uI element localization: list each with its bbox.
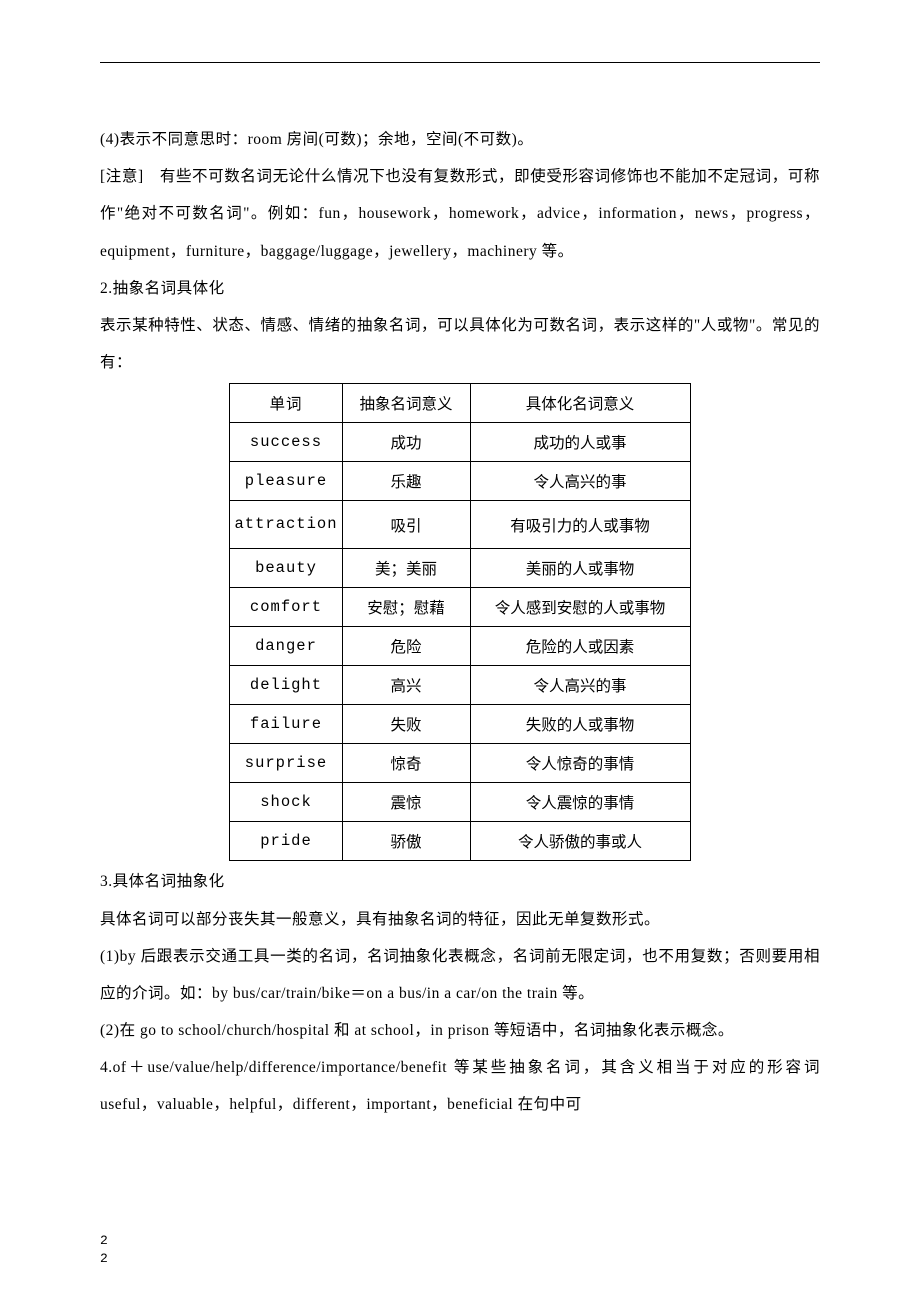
table-row: danger 危险 危险的人或因素 bbox=[230, 627, 690, 666]
cell-abstract: 安慰；慰藉 bbox=[342, 588, 470, 627]
cell-concrete: 令人感到安慰的人或事物 bbox=[470, 588, 690, 627]
paragraph-3-intro: 具体名词可以部分丧失其一般意义，具有抽象名词的特征，因此无单复数形式。 bbox=[100, 901, 820, 938]
cell-abstract: 美；美丽 bbox=[342, 549, 470, 588]
cell-abstract: 吸引 bbox=[342, 501, 470, 549]
table-header-abstract: 抽象名词意义 bbox=[342, 384, 470, 423]
table-row: success 成功 成功的人或事 bbox=[230, 423, 690, 462]
cell-word: shock bbox=[230, 783, 342, 822]
table-row: shock 震惊 令人震惊的事情 bbox=[230, 783, 690, 822]
cell-concrete: 令人惊奇的事情 bbox=[470, 744, 690, 783]
heading-2: 2.抽象名词具体化 bbox=[100, 270, 820, 307]
cell-abstract: 失败 bbox=[342, 705, 470, 744]
heading-4: 4.of＋use/value/help/difference/importanc… bbox=[100, 1049, 820, 1123]
cell-abstract: 高兴 bbox=[342, 666, 470, 705]
cell-word: danger bbox=[230, 627, 342, 666]
paragraph-2-intro: 表示某种特性、状态、情感、情绪的抽象名词，可以具体化为可数名词，表示这样的"人或… bbox=[100, 307, 820, 381]
cell-word: pleasure bbox=[230, 462, 342, 501]
table-row: comfort 安慰；慰藉 令人感到安慰的人或事物 bbox=[230, 588, 690, 627]
paragraph-3-1: (1)by 后跟表示交通工具一类的名词，名词抽象化表概念，名词前无限定词，也不用… bbox=[100, 938, 820, 1012]
cell-word: comfort bbox=[230, 588, 342, 627]
cell-abstract: 骄傲 bbox=[342, 822, 470, 861]
table-container: 单词 抽象名词意义 具体化名词意义 success 成功 成功的人或事 plea… bbox=[100, 383, 820, 861]
table-header-word: 单词 bbox=[230, 384, 342, 423]
cell-concrete: 令人骄傲的事或人 bbox=[470, 822, 690, 861]
document-page: (4)表示不同意思时：room 房间(可数)；余地，空间(不可数)。 [注意] … bbox=[0, 0, 920, 1302]
cell-word: success bbox=[230, 423, 342, 462]
cell-abstract: 危险 bbox=[342, 627, 470, 666]
cell-word: beauty bbox=[230, 549, 342, 588]
cell-concrete: 美丽的人或事物 bbox=[470, 549, 690, 588]
cell-word: pride bbox=[230, 822, 342, 861]
cell-abstract: 成功 bbox=[342, 423, 470, 462]
cell-word: delight bbox=[230, 666, 342, 705]
cell-concrete: 危险的人或因素 bbox=[470, 627, 690, 666]
cell-concrete: 有吸引力的人或事物 bbox=[470, 501, 690, 549]
cell-concrete: 令人高兴的事 bbox=[470, 462, 690, 501]
table-row: beauty 美；美丽 美丽的人或事物 bbox=[230, 549, 690, 588]
page-number: 2 2 bbox=[100, 1232, 108, 1268]
cell-word: attraction bbox=[230, 501, 342, 549]
page-number-line1: 2 bbox=[100, 1232, 108, 1250]
cell-concrete: 令人震惊的事情 bbox=[470, 783, 690, 822]
table-row: pride 骄傲 令人骄傲的事或人 bbox=[230, 822, 690, 861]
table-header-concrete: 具体化名词意义 bbox=[470, 384, 690, 423]
cell-concrete: 失败的人或事物 bbox=[470, 705, 690, 744]
cell-abstract: 惊奇 bbox=[342, 744, 470, 783]
table-row: delight 高兴 令人高兴的事 bbox=[230, 666, 690, 705]
cell-abstract: 乐趣 bbox=[342, 462, 470, 501]
cell-concrete: 令人高兴的事 bbox=[470, 666, 690, 705]
table-header-row: 单词 抽象名词意义 具体化名词意义 bbox=[230, 384, 690, 423]
paragraph-note: [注意] 有些不可数名词无论什么情况下也没有复数形式，即使受形容词修饰也不能加不… bbox=[100, 158, 820, 270]
top-rule bbox=[100, 62, 820, 63]
cell-word: failure bbox=[230, 705, 342, 744]
cell-word: surprise bbox=[230, 744, 342, 783]
table-row: attraction 吸引 有吸引力的人或事物 bbox=[230, 501, 690, 549]
abstract-noun-table: 单词 抽象名词意义 具体化名词意义 success 成功 成功的人或事 plea… bbox=[229, 383, 690, 861]
table-row: pleasure 乐趣 令人高兴的事 bbox=[230, 462, 690, 501]
table-row: surprise 惊奇 令人惊奇的事情 bbox=[230, 744, 690, 783]
cell-concrete: 成功的人或事 bbox=[470, 423, 690, 462]
paragraph-3-2: (2)在 go to school/church/hospital 和 at s… bbox=[100, 1012, 820, 1049]
heading-3: 3.具体名词抽象化 bbox=[100, 863, 820, 900]
paragraph-4: (4)表示不同意思时：room 房间(可数)；余地，空间(不可数)。 bbox=[100, 121, 820, 158]
table-row: failure 失败 失败的人或事物 bbox=[230, 705, 690, 744]
page-number-line2: 2 bbox=[100, 1250, 108, 1268]
cell-abstract: 震惊 bbox=[342, 783, 470, 822]
